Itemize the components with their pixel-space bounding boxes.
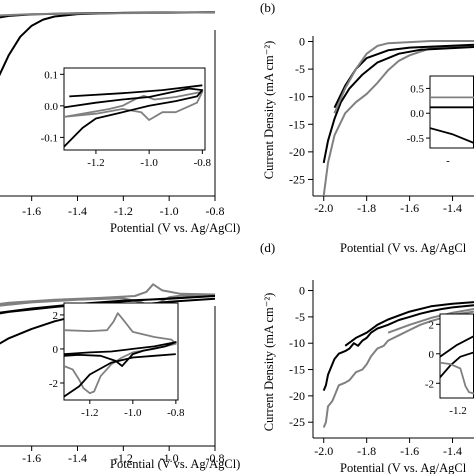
- inset-frame: [439, 313, 474, 399]
- inset-series-group: [64, 312, 177, 398]
- series-line: [0, 283, 215, 308]
- x-tick-label: -1.0: [160, 451, 179, 465]
- inset-y-tick-label: -2: [49, 378, 58, 390]
- x-axis-label: Potential (V vs. Ag/AgCl): [110, 457, 240, 471]
- x-tick-label: -1.8: [357, 201, 376, 215]
- inset: 2 0 -2 -1.2: [425, 313, 474, 417]
- inset-x-tick-label: -0.8: [194, 157, 212, 169]
- series-line: [322, 310, 474, 428]
- x-tick-label: -1.6: [400, 444, 419, 458]
- inset-x-tick-label: -1.0: [124, 407, 142, 419]
- series-line: [333, 40, 474, 114]
- inset-series-line: [69, 84, 203, 98]
- y-tick-label: 0: [299, 284, 305, 298]
- series-line: [0, 295, 215, 315]
- inset-series-line: [440, 351, 474, 378]
- inset-series-line: [64, 87, 204, 148]
- series-group: [322, 301, 474, 428]
- x-axis-label: Potential (V vs. Ag/AgCl: [340, 241, 467, 255]
- x-tick-label: -1.2: [114, 204, 133, 218]
- y-tick-label: -20: [289, 389, 305, 403]
- y-tick-label: -5: [295, 310, 305, 324]
- series-line: [333, 43, 474, 109]
- series-line: [387, 308, 474, 334]
- x-tick-label: -0.8: [206, 451, 225, 465]
- y-tick-label: -10: [289, 90, 305, 104]
- inset-series-line: [64, 90, 204, 121]
- x-tick-label: -1.6: [400, 201, 419, 215]
- y-tick-label: -15: [289, 117, 305, 131]
- inset-series-group: [430, 96, 474, 144]
- x-tick-label: -2.0: [314, 201, 333, 215]
- x-tick-label: -2.0: [314, 444, 333, 458]
- inset-series-line: [64, 341, 177, 367]
- x-tick-label: -1.8: [357, 444, 376, 458]
- series-line: [0, 11, 215, 19]
- inset-frame: [63, 302, 179, 401]
- inset-x-tick-label: -: [446, 155, 450, 167]
- x-tick-label: -1.4: [443, 444, 462, 458]
- panel-label: (b): [260, 0, 275, 15]
- inset-series-line: [64, 353, 176, 398]
- inset-y-tick-label: 2: [429, 319, 435, 331]
- inset-y-tick-label: 2: [53, 310, 59, 322]
- x-axis-label: Potential (V vs. Ag/AgCl: [340, 461, 467, 474]
- y-tick-label: 0: [299, 35, 305, 49]
- y-axis-label: Current Density (mA cm⁻²): [262, 41, 276, 179]
- inset-x-tick-label: -1.0: [140, 157, 158, 169]
- series-line: [322, 46, 474, 164]
- series-line: [0, 11, 215, 17]
- y-tick-label: -15: [289, 363, 305, 377]
- inset-x-tick-label: -1.2: [87, 157, 104, 169]
- y-tick-label: -25: [289, 172, 305, 186]
- inset-y-tick-label: 0: [53, 344, 59, 356]
- inset: 2 0 -2 -1.2 -1.0 -0.8: [49, 302, 185, 419]
- inset-series-group: [440, 335, 474, 395]
- inset-y-tick-label: 0: [429, 349, 435, 361]
- inset-y-tick-label: -2: [425, 378, 434, 390]
- inset-series-group: [64, 84, 204, 148]
- inset-series-line: [430, 127, 474, 144]
- series-group: [322, 40, 474, 196]
- y-axis-label: Current Density (mA cm⁻²): [262, 293, 276, 431]
- x-tick-label: -1.4: [68, 451, 87, 465]
- inset-y-tick-label: -0.5: [407, 133, 425, 145]
- inset: 0.5 0.0 -0.5 -: [407, 75, 474, 167]
- inset-frame: [429, 75, 474, 149]
- x-tick-label: -1.6: [22, 451, 41, 465]
- x-tick-label: -1.4: [443, 201, 462, 215]
- x-tick-label: -1.4: [68, 204, 87, 218]
- panel-b: -2.0 -1.8 -1.6 -1.4 0 -5 -10 -15 -20 -25 Potential…: [260, 0, 474, 255]
- series-line: [344, 301, 474, 347]
- series-line: [322, 44, 474, 196]
- series-group: [0, 11, 215, 77]
- series-line: [322, 304, 474, 391]
- y-tick-label: -5: [295, 62, 305, 76]
- inset: 0.1 0.0 -0.1 -1.2 -1.0 -0.8: [41, 67, 212, 169]
- inset-y-tick-label: 0.0: [410, 108, 424, 120]
- panel-d: -2.0 -1.8 -1.6 -1.40-5-10-15-20-25Potential…: [260, 240, 474, 474]
- inset-y-tick-label: -0.1: [41, 132, 58, 144]
- inset-x-tick-label: -0.8: [167, 407, 185, 419]
- y-tick-label: -20: [289, 145, 305, 159]
- inset-y-tick-label: 0.0: [44, 101, 58, 113]
- inset-y-tick-label: 0.5: [410, 83, 424, 95]
- y-tick-label: -25: [289, 415, 305, 429]
- inset-x-tick-label: -1.2: [81, 407, 98, 419]
- x-axis-label: Potential (V vs. Ag/AgCl): [110, 221, 240, 235]
- inset-series-line: [440, 361, 474, 395]
- x-tick-label: -1.2: [114, 451, 133, 465]
- x-tick-label: -0.8: [206, 204, 225, 218]
- x-tick-label: -1.0: [160, 204, 179, 218]
- inset-series-line: [440, 335, 474, 358]
- x-tick-label: -1.6: [22, 204, 41, 218]
- y-tick-label: -10: [289, 336, 305, 350]
- panel-label: (d): [260, 240, 275, 255]
- inset-x-tick-label: -1.2: [449, 405, 466, 417]
- inset-y-tick-label: 0.1: [44, 69, 58, 81]
